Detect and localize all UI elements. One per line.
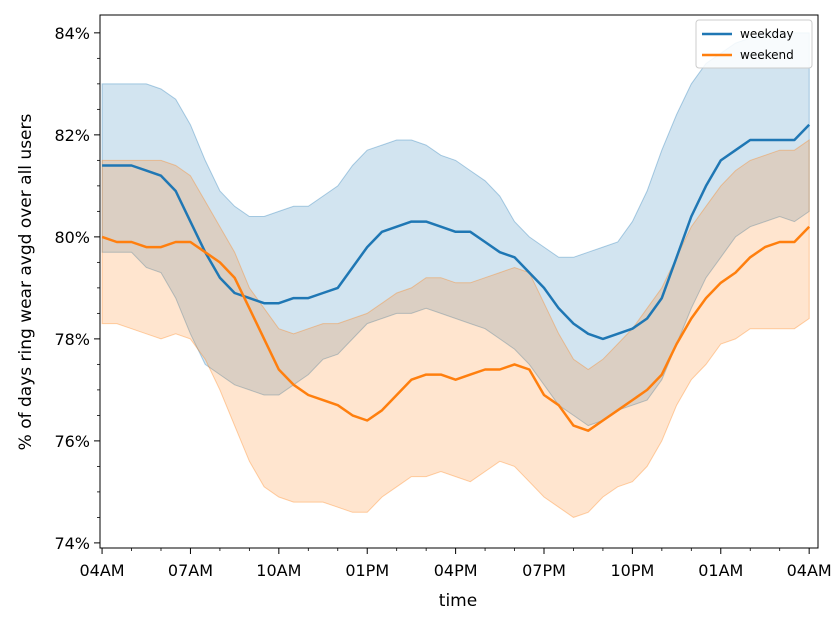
weekend-line [101,225,811,432]
x-tick-label: 04PM [434,561,478,580]
x-tick-label: 10PM [610,561,654,580]
y-axis: 74% 76% 78% 80% 82% 84% [54,24,100,553]
weekend-legend-label: weekend [740,48,794,62]
y-axis-label: % of days ring wear avgd over all users [16,114,36,451]
y-tick-label: 76% [54,432,90,451]
weekend-band [101,139,810,518]
x-tick-label: 04AM [787,561,831,580]
x-tick-label: 01AM [698,561,743,580]
y-tick-label: 74% [54,534,90,553]
x-tick-label: 10AM [256,561,301,580]
y-tick-label: 78% [54,330,90,349]
x-axis-label: time [439,591,477,611]
y-tick-label: 82% [54,126,90,145]
x-tick-label: 07AM [168,561,213,580]
x-tick-label: 07PM [522,561,566,580]
plot-frame [99,14,819,549]
x-tick-label: 04AM [80,561,125,580]
series-lines [101,123,811,432]
weekday-line [102,123,811,341]
plot-area [100,15,818,548]
y-tick-label: 84% [54,24,90,43]
y-tick-label: 80% [54,228,90,247]
legend: weekday weekend [695,19,813,69]
x-axis: 04AM 07AM 10AM 01PM 04PM 07PM 10PM 01AM 04AM [80,548,831,580]
x-tick-label: 01PM [345,561,389,580]
weekday-legend-label: weekday [740,27,794,41]
